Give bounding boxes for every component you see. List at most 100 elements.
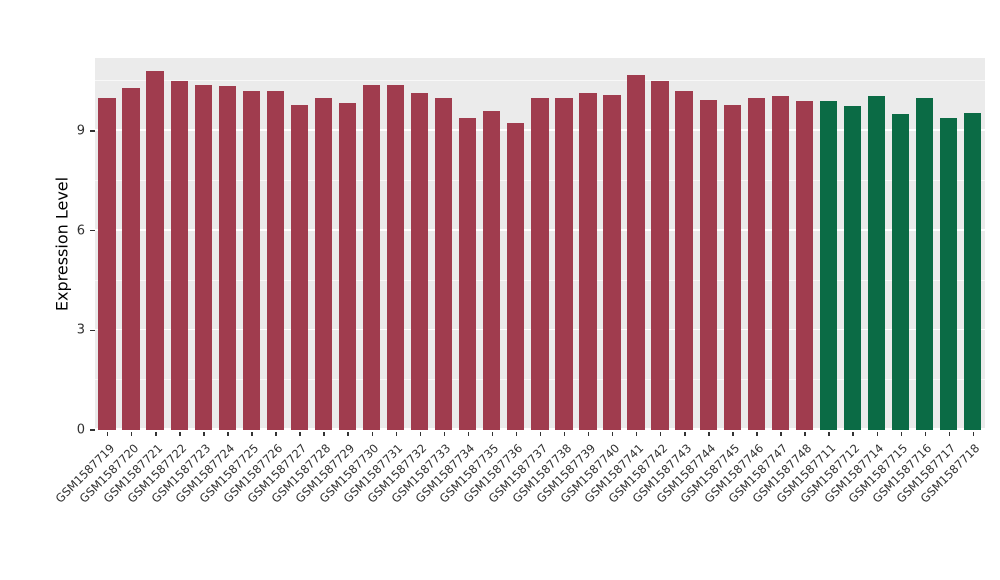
bar-slot (504, 58, 528, 430)
bar-slot (335, 58, 359, 430)
x-slot: GSM1587731 (341, 432, 408, 572)
x-tick-mark (131, 432, 133, 436)
x-tick-mark (852, 432, 854, 436)
bar (507, 122, 525, 430)
bar (410, 92, 429, 430)
x-tick-mark (419, 432, 422, 436)
x-tick-mark (203, 432, 205, 436)
x-slot: GSM1587745 (678, 432, 744, 572)
bar-slot (480, 58, 504, 430)
x-slot: GSM1587721 (100, 432, 167, 572)
bar (843, 106, 862, 430)
bar-slot (889, 58, 913, 430)
x-slot: GSM1587720 (76, 432, 143, 572)
bar (531, 97, 549, 430)
x-tick-mark (227, 432, 229, 436)
x-tick-mark (732, 432, 734, 436)
x-tick-mark (299, 432, 301, 436)
x-slot: GSM1587733 (389, 432, 456, 572)
y-tick-label: 6 (76, 223, 85, 239)
y-tick-mark (90, 130, 95, 132)
bar-slot (696, 58, 720, 430)
bar (459, 117, 477, 430)
bars (95, 58, 985, 430)
x-slot: GSM1587712 (798, 432, 864, 572)
bar (795, 101, 814, 430)
x-tick-mark (347, 432, 349, 436)
x-tick-mark (900, 432, 902, 436)
x-slot: GSM1587748 (750, 432, 816, 572)
bar (747, 97, 765, 430)
bar (819, 101, 838, 430)
bar-slot (865, 58, 889, 430)
bar-slot (961, 58, 985, 430)
bar-slot (143, 58, 167, 430)
x-slot: GSM1587724 (173, 432, 239, 572)
bar-slot (552, 58, 576, 430)
bar (386, 84, 405, 430)
x-tick-mark (587, 432, 590, 436)
x-slot: GSM1587715 (846, 432, 913, 572)
x-tick-mark (780, 432, 782, 436)
x-tick-mark (756, 432, 758, 436)
x-slot: GSM1587727 (245, 432, 311, 572)
bar (940, 117, 958, 430)
bar-slot (287, 58, 311, 430)
y-tick-mark (90, 329, 95, 332)
bar-slot (456, 58, 480, 430)
bar-slot (576, 58, 600, 430)
x-tick-mark (708, 432, 710, 436)
bar (218, 86, 236, 430)
bar (483, 111, 501, 430)
y-tick-mark (90, 429, 95, 431)
x-tick-mark (251, 432, 253, 436)
x-tick-mark (179, 432, 181, 436)
x-slot: GSM1587722 (124, 432, 191, 572)
x-axis: GSM1587719 GSM1587720 GSM1587721 GSM1587722… (52, 432, 985, 572)
bar-slot (119, 58, 143, 430)
x-tick-mark (491, 432, 494, 436)
bar (651, 81, 669, 430)
x-slot: GSM1587740 (557, 432, 624, 572)
bar (891, 114, 910, 430)
y-tick-label: 9 (76, 123, 85, 139)
x-slot: GSM1587747 (726, 432, 792, 572)
y-axis: 0 3 6 9 (0, 58, 95, 438)
x-slot: GSM1587714 (822, 432, 889, 572)
x-tick-mark (948, 432, 951, 436)
bar (146, 71, 164, 430)
y-tick-mark (90, 230, 95, 232)
bar (555, 97, 573, 430)
bar-slot (792, 58, 816, 430)
x-tick-mark (563, 432, 566, 436)
y-tick-label: 0 (76, 422, 85, 438)
x-tick-mark (275, 432, 277, 436)
bar (242, 91, 260, 430)
bar-slot (840, 58, 864, 430)
x-slot: GSM1587736 (461, 432, 528, 572)
bar-slot (913, 58, 937, 430)
x-slot: GSM1587737 (485, 432, 552, 572)
x-tick-mark (539, 432, 542, 436)
bar (579, 92, 597, 430)
x-slot: GSM1587734 (413, 432, 480, 572)
bar (867, 96, 886, 430)
bar-slot (816, 58, 840, 430)
bar-slot (744, 58, 768, 430)
bar (362, 84, 381, 430)
bar-slot (215, 58, 239, 430)
x-slot: GSM1587743 (629, 432, 696, 572)
bar (338, 102, 357, 430)
x-slot: GSM1587716 (870, 432, 937, 572)
x-slot: GSM1587730 (317, 432, 384, 572)
bar-slot (937, 58, 961, 430)
x-tick-mark (924, 432, 926, 436)
y-tick-label: 3 (76, 322, 85, 338)
bar-slot (95, 58, 119, 430)
bar (170, 81, 188, 430)
x-slot: GSM1587739 (533, 432, 600, 572)
bar-slot (191, 58, 215, 430)
grid-minor (95, 80, 985, 82)
bar-slot (263, 58, 287, 430)
